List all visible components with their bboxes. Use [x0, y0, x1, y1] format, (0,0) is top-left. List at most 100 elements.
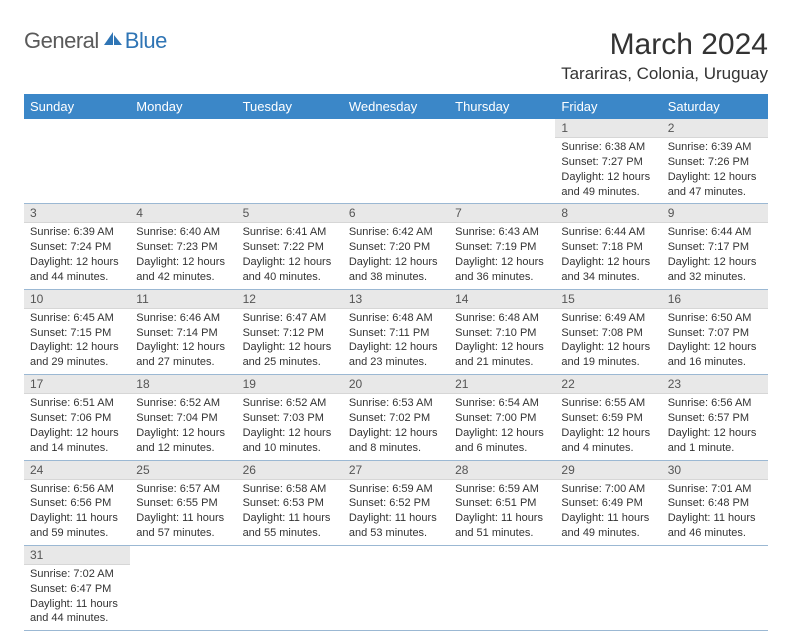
calendar-week-row: 1Sunrise: 6:38 AMSunset: 7:27 PMDaylight…	[24, 119, 768, 204]
sunrise-text: Sunrise: 6:50 AM	[668, 311, 762, 326]
day-number	[449, 119, 555, 137]
calendar-week-row: 17 Sunrise: 6:51 AMSunset: 7:06 PM Dayligh…	[24, 375, 768, 460]
sunset-text: Sunset: 7:00 PM	[455, 411, 549, 426]
day-number: 29	[555, 461, 661, 480]
sunrise-text: Sunrise: 6:48 AM	[455, 311, 549, 326]
calendar-day-cell: 22Sunrise: 6:55 AMSunset: 6:59 PMDayligh…	[555, 375, 661, 460]
daylight-text: Daylight: 11 hours and 44 minutes.	[30, 597, 124, 627]
day-number	[343, 119, 449, 137]
daylight-text: Daylight: 12 hours and 29 minutes.	[30, 340, 124, 370]
sunset-text: Sunset: 7:20 PM	[349, 240, 443, 255]
daylight-text: Daylight: 12 hours and 25 minutes.	[243, 340, 337, 370]
sunrise-text: Sunrise: 6:47 AM	[243, 311, 337, 326]
calendar-week-row: 10Sunrise: 6:45 AMSunset: 7:15 PMDayligh…	[24, 289, 768, 374]
calendar-day-cell: 16Sunrise: 6:50 AMSunset: 7:07 PMDayligh…	[662, 289, 768, 374]
day-details: Sunrise: 6:56 AMSunset: 6:57 PMDaylight:…	[662, 394, 768, 459]
day-number: 13	[343, 290, 449, 309]
location-subtitle: Tarariras, Colonia, Uruguay	[561, 64, 768, 84]
day-details: Sunrise: 7:00 AMSunset: 6:49 PMDaylight:…	[555, 480, 661, 545]
calendar-day-cell	[449, 119, 555, 204]
daylight-text: Daylight: 11 hours and 49 minutes.	[561, 511, 655, 541]
sunrise-text: Sunrise: 6:49 AM	[561, 311, 655, 326]
daylight-text: Daylight: 12 hours and 47 minutes.	[668, 170, 762, 200]
day-number	[237, 546, 343, 564]
weekday-header-row: Sunday Monday Tuesday Wednesday Thursday…	[24, 94, 768, 119]
day-number: 3	[24, 204, 130, 223]
calendar-week-row: 24Sunrise: 6:56 AMSunset: 6:56 PMDayligh…	[24, 460, 768, 545]
day-details: Sunrise: 6:50 AMSunset: 7:07 PMDaylight:…	[662, 309, 768, 374]
day-details: Sunrise: 6:56 AMSunset: 6:56 PMDaylight:…	[24, 480, 130, 545]
calendar-day-cell: 18Sunrise: 6:52 AMSunset: 7:04 PMDayligh…	[130, 375, 236, 460]
daylight-text: Daylight: 12 hours and 4 minutes.	[561, 426, 655, 456]
sunset-text: Sunset: 7:11 PM	[349, 326, 443, 341]
day-number: 15	[555, 290, 661, 309]
sunset-text: Sunset: 6:48 PM	[668, 496, 762, 511]
calendar-day-cell: 7Sunrise: 6:43 AMSunset: 7:19 PMDaylight…	[449, 204, 555, 289]
sunrise-text: Sunrise: 6:56 AM	[668, 396, 762, 411]
day-number: 4	[130, 204, 236, 223]
sunrise-text: Sunrise: 7:00 AM	[561, 482, 655, 497]
title-block: March 2024 Tarariras, Colonia, Uruguay	[561, 28, 768, 84]
calendar-day-cell: 10Sunrise: 6:45 AMSunset: 7:15 PMDayligh…	[24, 289, 130, 374]
sail-icon	[102, 28, 124, 54]
day-number: 18	[130, 375, 236, 394]
calendar-day-cell: 31Sunrise: 7:02 AMSunset: 6:47 PMDayligh…	[24, 545, 130, 630]
calendar-day-cell: 24Sunrise: 6:56 AMSunset: 6:56 PMDayligh…	[24, 460, 130, 545]
day-number	[662, 546, 768, 564]
sunrise-text: Sunrise: 6:40 AM	[136, 225, 230, 240]
sunset-text: Sunset: 6:47 PM	[30, 582, 124, 597]
day-number: 25	[130, 461, 236, 480]
day-number: 16	[662, 290, 768, 309]
day-number: 14	[449, 290, 555, 309]
sunrise-text: Sunrise: 6:42 AM	[349, 225, 443, 240]
day-number: 6	[343, 204, 449, 223]
day-details: Sunrise: 6:59 AMSunset: 6:52 PMDaylight:…	[343, 480, 449, 545]
day-number: 1	[555, 119, 661, 138]
calendar-day-cell: 2Sunrise: 6:39 AMSunset: 7:26 PMDaylight…	[662, 119, 768, 204]
calendar-table: Sunday Monday Tuesday Wednesday Thursday…	[24, 94, 768, 631]
month-title: March 2024	[561, 28, 768, 62]
sunset-text: Sunset: 7:22 PM	[243, 240, 337, 255]
day-number	[237, 119, 343, 137]
sunrise-text: Sunrise: 6:55 AM	[561, 396, 655, 411]
day-details: Sunrise: 6:54 AMSunset: 7:00 PMDaylight:…	[449, 394, 555, 459]
day-details: Sunrise: 6:45 AMSunset: 7:15 PMDaylight:…	[24, 309, 130, 374]
sunset-text: Sunset: 7:12 PM	[243, 326, 337, 341]
sunrise-text: Sunrise: 7:02 AM	[30, 567, 124, 582]
sunrise-text: Sunrise: 6:53 AM	[349, 396, 443, 411]
sunset-text: Sunset: 6:59 PM	[561, 411, 655, 426]
day-number: 17	[24, 375, 130, 394]
daylight-text: Daylight: 12 hours and 27 minutes.	[136, 340, 230, 370]
sunset-text: Sunset: 7:02 PM	[349, 411, 443, 426]
calendar-body: 1Sunrise: 6:38 AMSunset: 7:27 PMDaylight…	[24, 119, 768, 631]
sunset-text: Sunset: 7:06 PM	[30, 411, 124, 426]
day-details: Sunrise: 6:59 AMSunset: 6:51 PMDaylight:…	[449, 480, 555, 545]
daylight-text: Daylight: 12 hours and 32 minutes.	[668, 255, 762, 285]
day-number: 23	[662, 375, 768, 394]
sunset-text: Sunset: 7:15 PM	[30, 326, 124, 341]
calendar-day-cell: 26Sunrise: 6:58 AMSunset: 6:53 PMDayligh…	[237, 460, 343, 545]
calendar-day-cell: 28Sunrise: 6:59 AMSunset: 6:51 PMDayligh…	[449, 460, 555, 545]
day-details: Sunrise: 6:58 AMSunset: 6:53 PMDaylight:…	[237, 480, 343, 545]
sunset-text: Sunset: 7:14 PM	[136, 326, 230, 341]
calendar-day-cell: 11Sunrise: 6:46 AMSunset: 7:14 PMDayligh…	[130, 289, 236, 374]
day-number: 27	[343, 461, 449, 480]
calendar-day-cell	[555, 545, 661, 630]
calendar-day-cell: 30Sunrise: 7:01 AMSunset: 6:48 PMDayligh…	[662, 460, 768, 545]
day-details: Sunrise: 6:43 AMSunset: 7:19 PMDaylight:…	[449, 223, 555, 288]
calendar-day-cell	[130, 119, 236, 204]
daylight-text: Daylight: 11 hours and 59 minutes.	[30, 511, 124, 541]
sunset-text: Sunset: 7:03 PM	[243, 411, 337, 426]
weekday-header: Saturday	[662, 94, 768, 119]
day-number: 10	[24, 290, 130, 309]
sunrise-text: Sunrise: 6:39 AM	[30, 225, 124, 240]
sunrise-text: Sunrise: 6:51 AM	[30, 396, 124, 411]
calendar-day-cell	[237, 119, 343, 204]
day-number: 28	[449, 461, 555, 480]
sunrise-text: Sunrise: 6:45 AM	[30, 311, 124, 326]
calendar-day-cell	[130, 545, 236, 630]
day-details: Sunrise: 6:38 AMSunset: 7:27 PMDaylight:…	[555, 138, 661, 203]
sunset-text: Sunset: 7:19 PM	[455, 240, 549, 255]
day-number: 8	[555, 204, 661, 223]
calendar-week-row: 31Sunrise: 7:02 AMSunset: 6:47 PMDayligh…	[24, 545, 768, 630]
